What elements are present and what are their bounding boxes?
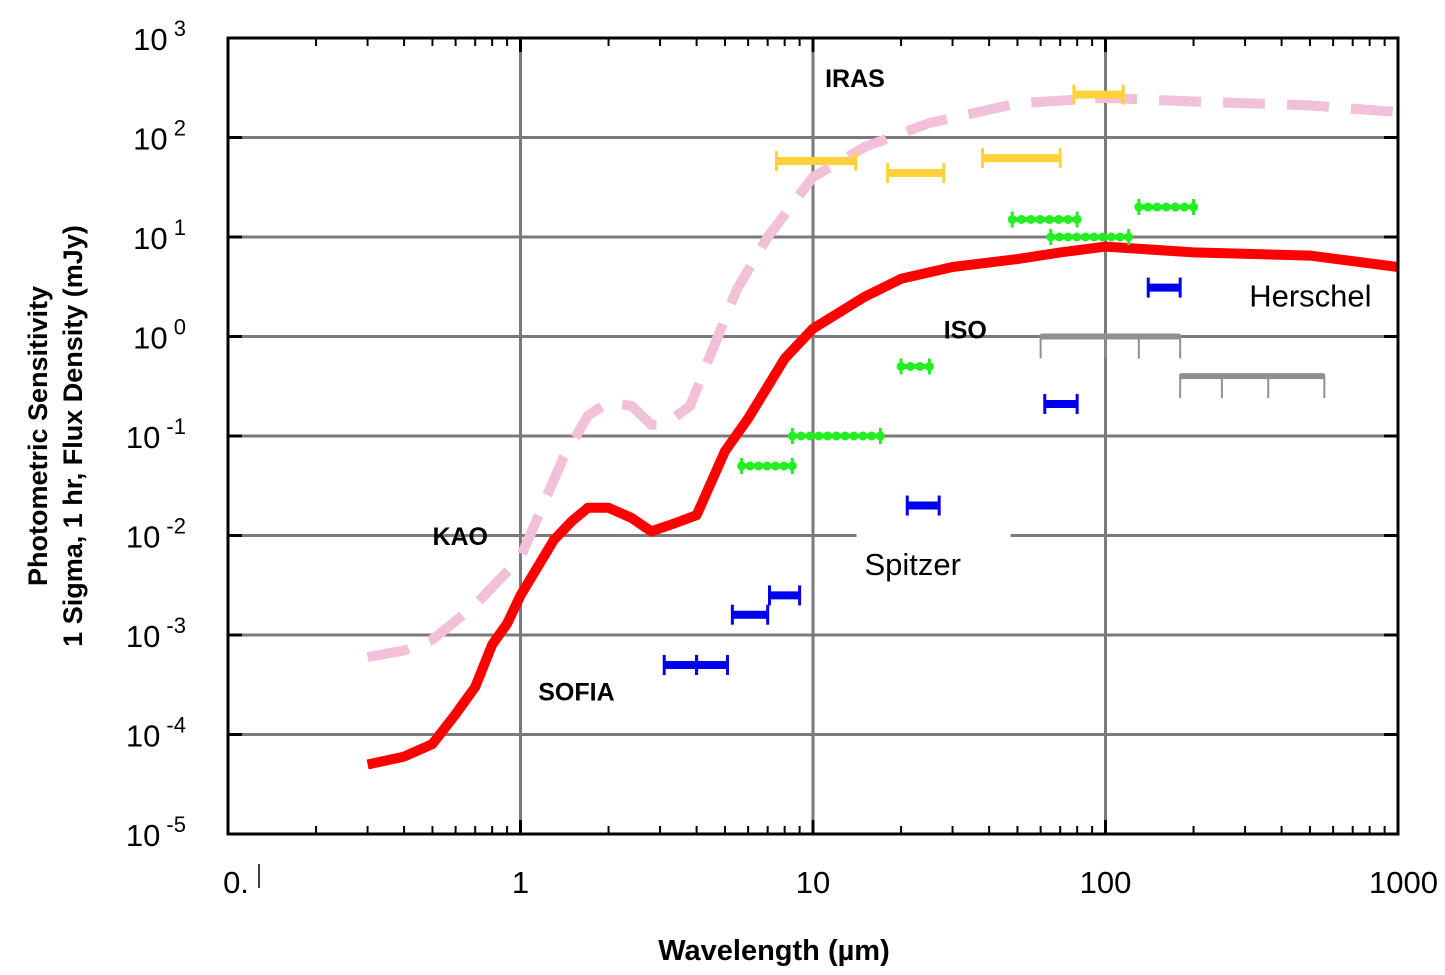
iso-band-dot bbox=[1170, 202, 1180, 212]
iso-band-dot bbox=[1161, 202, 1171, 212]
x-tick-label: 100 bbox=[1080, 865, 1132, 900]
x-tick-label: 10 bbox=[796, 865, 830, 900]
iso-band-dot bbox=[1106, 232, 1116, 242]
iso-band-dot bbox=[1152, 202, 1162, 212]
y-tick-label: 10 -5 bbox=[126, 812, 186, 853]
y-tick-label: 10 0 bbox=[133, 315, 186, 356]
iso-band-dot bbox=[1179, 202, 1189, 212]
iso-band-dot bbox=[1115, 232, 1125, 242]
x-tick-label: 1 bbox=[512, 865, 529, 900]
y-tick-label: 10 -3 bbox=[126, 613, 186, 654]
annotation-herschel: Herschel bbox=[1249, 279, 1371, 314]
iso-band-dot bbox=[840, 431, 850, 441]
iso-band-dot bbox=[814, 431, 824, 441]
iso-band-dot bbox=[745, 461, 755, 471]
iso-band-dot bbox=[796, 431, 806, 441]
spitzer-label-background bbox=[856, 529, 1011, 598]
y-tick-label: 10 -2 bbox=[126, 514, 186, 555]
iso-band-dot bbox=[867, 431, 877, 441]
annotation-layer: IRAS ISO KAO SOFIA Spitzer Herschel bbox=[432, 65, 1380, 706]
tick-labels: 0. 1 10 100 1000 10 3 10 2 10 1 10 0 10 -1 10 -2 10… bbox=[126, 16, 1438, 900]
iso-band-dot bbox=[1054, 214, 1064, 224]
x-tick-label: 0. bbox=[223, 865, 249, 900]
iso-band-dot bbox=[1098, 232, 1108, 242]
iso-band-dot bbox=[1026, 214, 1036, 224]
iso-band-dot bbox=[1044, 214, 1054, 224]
iso-band-dot bbox=[1017, 214, 1027, 224]
y-tick-label: 10 2 bbox=[133, 116, 186, 157]
y-tick-label: 10 3 bbox=[133, 16, 186, 57]
y-axis-label-line1: Photometric Sensitivity bbox=[23, 286, 53, 586]
herschel-label-background bbox=[1243, 276, 1380, 319]
annotation-iso: ISO bbox=[944, 317, 987, 345]
iso-band-dot bbox=[770, 461, 780, 471]
iso-band-dot bbox=[831, 431, 841, 441]
iso-band-dot bbox=[1143, 202, 1153, 212]
iso-band-dot bbox=[1063, 214, 1073, 224]
annotation-kao: KAO bbox=[432, 523, 488, 551]
iso-band-dot bbox=[1089, 232, 1099, 242]
annotation-spitzer: Spitzer bbox=[865, 547, 961, 582]
annotation-iras: IRAS bbox=[825, 65, 885, 93]
iso-band-dot bbox=[915, 361, 925, 371]
iso-band-dot bbox=[1054, 232, 1064, 242]
plot-frame bbox=[226, 36, 1400, 836]
y-tick-label: 10 1 bbox=[133, 215, 186, 256]
iso-band-dot bbox=[762, 461, 772, 471]
iso-band-dot bbox=[823, 431, 833, 441]
series-sofia-line bbox=[366, 241, 1398, 770]
annotation-sofia: SOFIA bbox=[538, 678, 614, 706]
iso-band-dot bbox=[849, 431, 859, 441]
iso-band-dot bbox=[1080, 232, 1090, 242]
iso-band-dot bbox=[805, 431, 815, 441]
iso-band-dot bbox=[1072, 232, 1082, 242]
data-layer bbox=[366, 84, 1398, 770]
grid bbox=[228, 38, 1398, 834]
iso-band-dot bbox=[754, 461, 764, 471]
iso-band-dot bbox=[1063, 232, 1073, 242]
series-kao-line bbox=[366, 92, 1398, 663]
iso-band-dot bbox=[1035, 214, 1045, 224]
y-tick-label: 10 -1 bbox=[126, 414, 186, 455]
y-tick-label: 10 -4 bbox=[126, 713, 186, 754]
x-axis-label: Wavelength (µm) bbox=[658, 935, 890, 967]
x-tick-label: 1000 bbox=[1369, 865, 1438, 900]
iso-band-dot bbox=[779, 461, 789, 471]
y-axis-label-line2: 1 Sigma, 1 hr, Flux Density (mJy) bbox=[58, 225, 88, 647]
iso-band-dot bbox=[906, 361, 915, 371]
iso-band-dot bbox=[858, 431, 868, 441]
